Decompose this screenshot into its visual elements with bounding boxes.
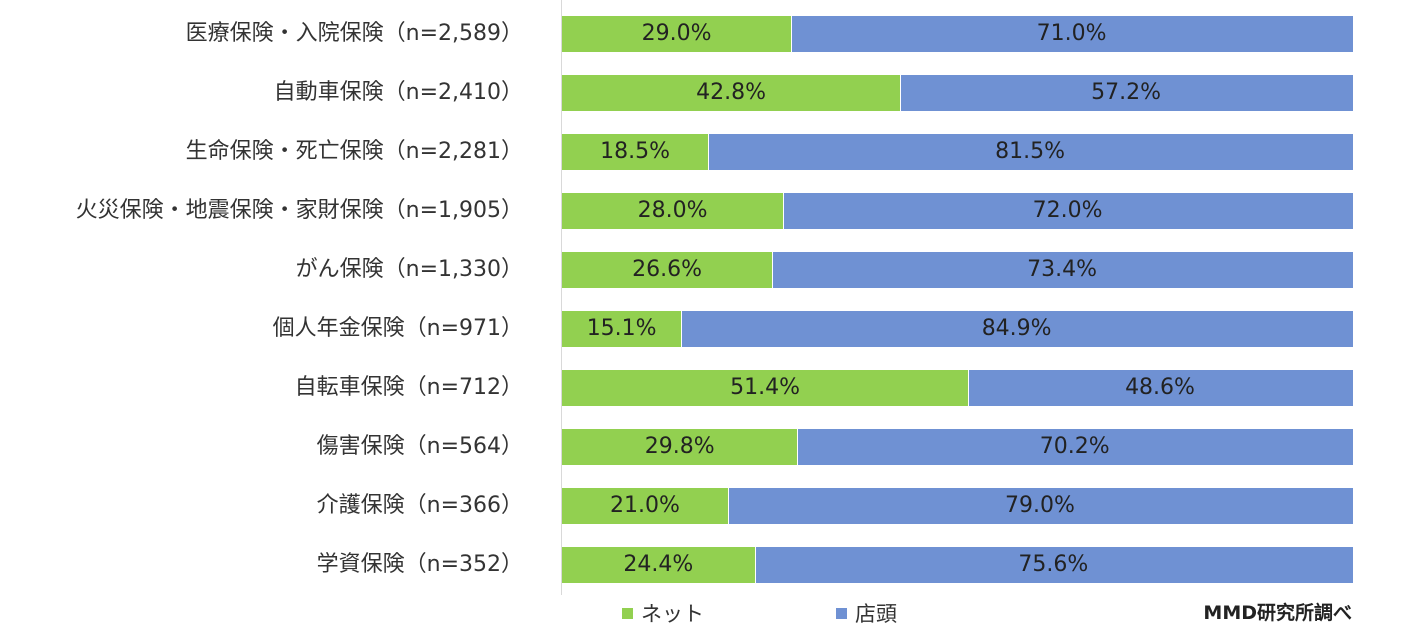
category-label: 傷害保険（n=564）	[316, 434, 523, 459]
bar-segment-store	[900, 75, 1353, 111]
bar-segment-net	[562, 134, 709, 170]
bar-segment-store	[791, 16, 1353, 52]
bar-value-label-net: 21.0%	[610, 493, 680, 518]
bar-segment-net	[562, 16, 792, 52]
bar-value-label-net: 51.4%	[730, 375, 800, 400]
legend-item-store: 店頭	[836, 598, 897, 628]
bar-segment-store	[754, 547, 1353, 583]
bar-value-label-net: 18.5%	[600, 139, 671, 164]
bar-value-label-store: 81.5%	[995, 139, 1065, 164]
bar-segment-store	[797, 429, 1353, 465]
bar-value-label-net: 42.8%	[696, 80, 766, 105]
bar-value-label-net: 15.1%	[586, 316, 657, 341]
bar-segment-net	[562, 252, 773, 288]
category-label: 自動車保険（n=2,410）	[273, 80, 523, 105]
bar-segment-net	[562, 370, 969, 406]
bar-value-label-net: 29.8%	[644, 434, 715, 459]
category-label: 学資保険（n=352）	[316, 552, 523, 577]
bar-value-label-store: 73.4%	[1027, 257, 1097, 282]
bar-value-label-store: 84.9%	[981, 316, 1052, 341]
bar-value-label-store: 48.6%	[1125, 375, 1195, 400]
bar-segment-store	[681, 311, 1353, 347]
bar-segment-net	[562, 193, 784, 229]
bar-value-label-net: 29.0%	[641, 21, 712, 46]
bar-segment-store	[727, 488, 1353, 524]
category-label: 生命保険・死亡保険（n=2,281）	[185, 139, 523, 164]
bar-segment-net	[562, 547, 755, 583]
bar-segment-net	[562, 75, 901, 111]
category-label: 介護保険（n=366）	[316, 493, 523, 518]
bar-value-label-store: 70.2%	[1039, 434, 1110, 459]
legend-label-net: ネット	[641, 602, 704, 626]
source-note: MMD研究所調べ	[1203, 602, 1352, 624]
legend-swatch-net	[622, 607, 633, 619]
bar-value-label-store: 71.0%	[1036, 21, 1107, 46]
bar-value-label-store: 72.0%	[1032, 198, 1103, 223]
bar-segment-store	[708, 134, 1353, 170]
category-label: 火災保険・地震保険・家財保険（n=1,905）	[75, 198, 523, 223]
category-axis-line	[561, 0, 562, 595]
legend-label-store: 店頭	[855, 602, 897, 626]
bar-value-label-store: 79.0%	[1004, 493, 1075, 518]
category-label: 医療保険・入院保険（n=2,589）	[185, 21, 523, 46]
bar-value-label-net: 24.4%	[623, 552, 694, 577]
bar-segment-net	[562, 488, 728, 524]
category-label: 個人年金保険（n=971）	[272, 316, 523, 341]
bar-segment-store	[772, 252, 1353, 288]
bar-segment-net	[562, 311, 682, 347]
bar-value-label-net: 26.6%	[632, 257, 702, 282]
bar-segment-store	[968, 370, 1353, 406]
legend-swatch-store	[836, 607, 847, 619]
bar-segment-net	[562, 429, 798, 465]
bar-segment-store	[783, 193, 1353, 229]
bar-value-label-store: 57.2%	[1091, 80, 1161, 105]
category-label: 自転車保険（n=712）	[294, 375, 523, 400]
bar-value-label-store: 75.6%	[1018, 552, 1089, 577]
legend-item-net: ネット	[622, 598, 704, 628]
category-label: がん保険（n=1,330）	[295, 257, 523, 282]
bar-value-label-net: 28.0%	[637, 198, 708, 223]
